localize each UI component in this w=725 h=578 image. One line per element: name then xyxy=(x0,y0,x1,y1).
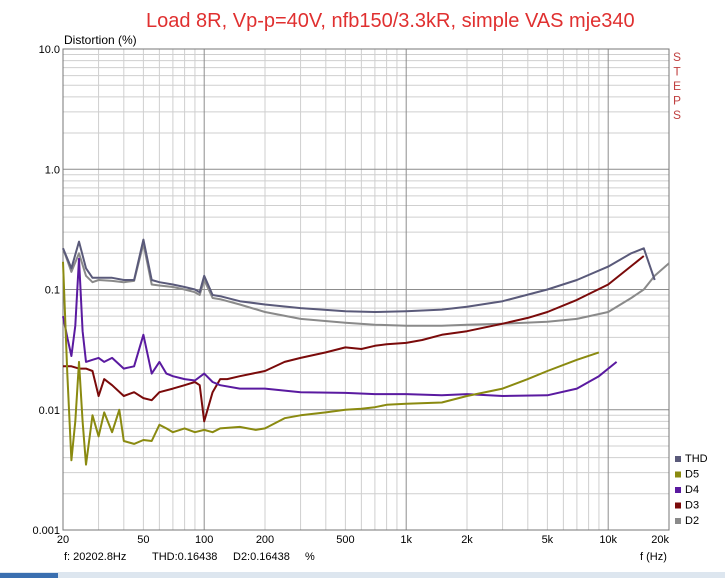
x-tick-label: 5k xyxy=(542,534,554,546)
legend-label: D4 xyxy=(685,484,699,496)
status-unit: % xyxy=(305,551,315,563)
x-tick-label: 1k xyxy=(400,534,412,546)
x-tick-label: 2k xyxy=(461,534,473,546)
legend-swatch xyxy=(675,518,681,524)
status-frequency: f: 20202.8Hz xyxy=(64,551,126,563)
x-tick-label: 500 xyxy=(336,534,354,546)
y-tick-label: 1.0 xyxy=(45,164,60,176)
y-tick-label: 0.01 xyxy=(39,405,60,417)
horizontal-scrollbar[interactable] xyxy=(0,572,725,578)
legend-swatch xyxy=(675,471,681,478)
series-line-d5 xyxy=(62,261,600,466)
x-tick-label: 50 xyxy=(137,534,149,546)
plot-frame xyxy=(62,48,670,531)
x-tick-label: 100 xyxy=(195,534,213,546)
y-tick-label: 10.0 xyxy=(39,44,60,56)
status-thd: THD:0.16438 xyxy=(152,551,217,563)
series-line-d3 xyxy=(63,255,645,423)
y-axis-label: Distortion (%) xyxy=(64,33,137,47)
x-tick-label: 20k xyxy=(651,534,669,546)
series-line-thd xyxy=(62,238,656,313)
x-tick-label: 200 xyxy=(256,534,274,546)
y-tick-label: 0.001 xyxy=(32,525,60,537)
x-tick-label: 10k xyxy=(599,534,617,546)
legend-swatch xyxy=(675,502,681,509)
legend-swatch xyxy=(675,487,681,493)
legend-label: D3 xyxy=(685,500,699,512)
y-tick-label: 0.1 xyxy=(45,285,60,297)
steps-letter: S xyxy=(673,108,681,122)
chart-title: Load 8R, Vp-p=40V, nfb150/3.3kR, simple … xyxy=(146,10,635,32)
series-line-d4 xyxy=(62,257,618,397)
series-lines xyxy=(62,238,670,466)
steps-letter: E xyxy=(673,79,681,93)
legend: THD D5 D4 D3 D2 xyxy=(675,453,708,527)
legend-swatch xyxy=(675,456,681,462)
legend-label: D5 xyxy=(685,469,699,481)
steps-letter: S xyxy=(673,50,681,64)
steps-letter: P xyxy=(673,94,681,108)
legend-label: THD xyxy=(685,453,708,465)
y-tick-labels: 10.0 1.0 0.1 0.01 0.001 xyxy=(32,44,60,537)
legend-label: D2 xyxy=(685,515,699,527)
scrollbar-thumb[interactable] xyxy=(0,573,58,578)
x-axis-label: f (Hz) xyxy=(640,551,667,563)
series-line-d2 xyxy=(62,242,670,327)
x-tick-labels: 20 50 100 200 500 1k 2k 5k 10k 20k xyxy=(57,534,670,546)
status-d2: D2:0.16438 xyxy=(233,551,290,563)
steps-letter: T xyxy=(673,65,681,79)
x-tick-label: 20 xyxy=(57,534,69,546)
